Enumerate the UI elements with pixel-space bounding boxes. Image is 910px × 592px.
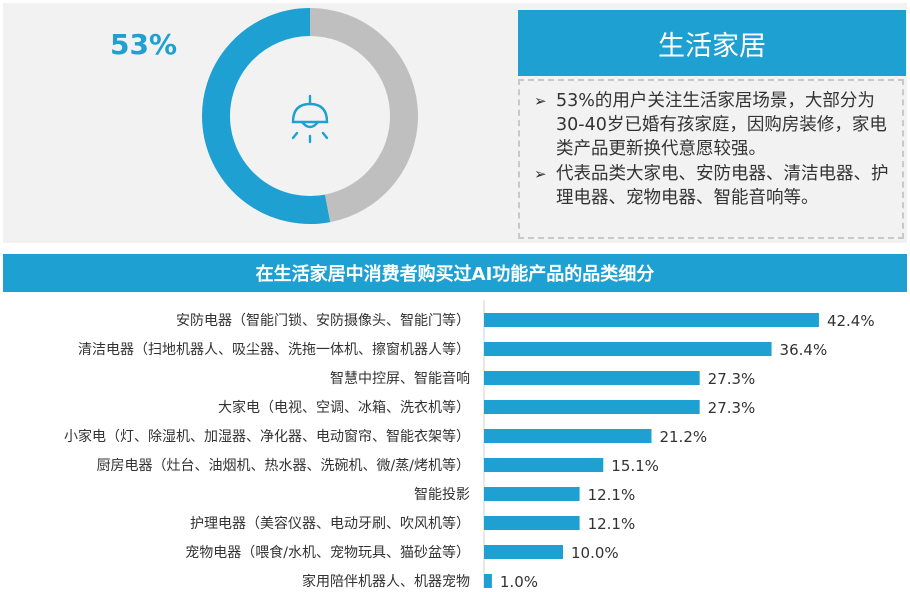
donut-percent-label: 53%	[110, 28, 178, 61]
bar	[484, 487, 580, 501]
category-label: 大家电（电视、空调、冰箱、洗衣机等）	[218, 399, 470, 416]
bar-chart: 安防电器（智能门锁、安防摄像头、智能门等） 42.4% 清洁电器（扫地机器人、吸尘器…	[64, 300, 875, 591]
category-label: 护理电器（美容仪器、电动牙刷、吹风机等）	[190, 515, 470, 532]
bar-chart-title-text: 在生活家居中消费者购买过AI功能产品的品类细分	[255, 264, 655, 285]
bar	[484, 516, 580, 530]
value-label: 12.1%	[588, 486, 636, 504]
bar	[484, 342, 772, 356]
description-text: 53%的用户关注生活家居场景，大部分为30-40岁已婚有孩家庭，因购房装修，家电…	[556, 91, 887, 159]
bar	[484, 313, 819, 327]
arrow-bullet-icon: ➢	[534, 165, 547, 183]
category-label: 清洁电器（扫地机器人、吸尘器、洗拖一体机、擦窗机器人等）	[78, 341, 470, 358]
value-label: 1.0%	[500, 573, 538, 591]
category-label: 智慧中控屏、智能音响	[330, 370, 470, 387]
bar	[484, 574, 492, 588]
category-label: 智能投影	[414, 487, 470, 503]
description-item: ➢ 代表品类大家电、安防电器、清洁电器、护理电器、宠物电器、智能音响等。	[530, 162, 894, 210]
category-label: 小家电（灯、除湿机、加湿器、净化器、电动窗帘、智能衣架等）	[64, 428, 470, 445]
section-title-text: 生活家居	[658, 30, 766, 62]
value-label: 27.3%	[708, 370, 756, 388]
donut-chart	[202, 8, 418, 224]
value-label: 42.4%	[827, 312, 875, 330]
donut-slice-rest	[309, 8, 418, 223]
description-item: ➢ 53%的用户关注生活家居场景，大部分为30-40岁已婚有孩家庭，因购房装修，…	[530, 89, 894, 161]
description-text: 代表品类大家电、安防电器、清洁电器、护理电器、宠物电器、智能音响等。	[556, 164, 889, 208]
value-label: 10.0%	[571, 544, 619, 562]
bar	[484, 458, 604, 472]
category-label: 家用陪伴机器人、机器宠物	[302, 573, 470, 590]
bar	[484, 400, 700, 414]
donut-slice-highlight	[202, 8, 331, 224]
value-label: 21.2%	[659, 428, 707, 446]
description-box: ➢ 53%的用户关注生活家居场景，大部分为30-40岁已婚有孩家庭，因购房装修，…	[518, 79, 904, 239]
bar-chart-title: 在生活家居中消费者购买过AI功能产品的品类细分	[3, 254, 907, 292]
category-label: 厨房电器（灶台、油烟机、热水器、洗碗机、微/蒸/烤机等）	[97, 457, 470, 474]
value-label: 27.3%	[708, 399, 756, 417]
value-label: 36.4%	[780, 341, 828, 359]
bar	[484, 545, 563, 559]
bar	[484, 371, 700, 385]
ceiling-lamp-icon	[291, 94, 329, 144]
section-title: 生活家居	[518, 10, 906, 76]
value-label: 12.1%	[588, 515, 636, 533]
arrow-bullet-icon: ➢	[534, 92, 547, 110]
category-label: 宠物电器（喂食/水机、宠物玩具、猫砂盆等）	[185, 544, 470, 561]
value-label: 15.1%	[611, 457, 659, 475]
bar	[484, 429, 652, 443]
category-label: 安防电器（智能门锁、安防摄像头、智能门等）	[176, 312, 470, 329]
